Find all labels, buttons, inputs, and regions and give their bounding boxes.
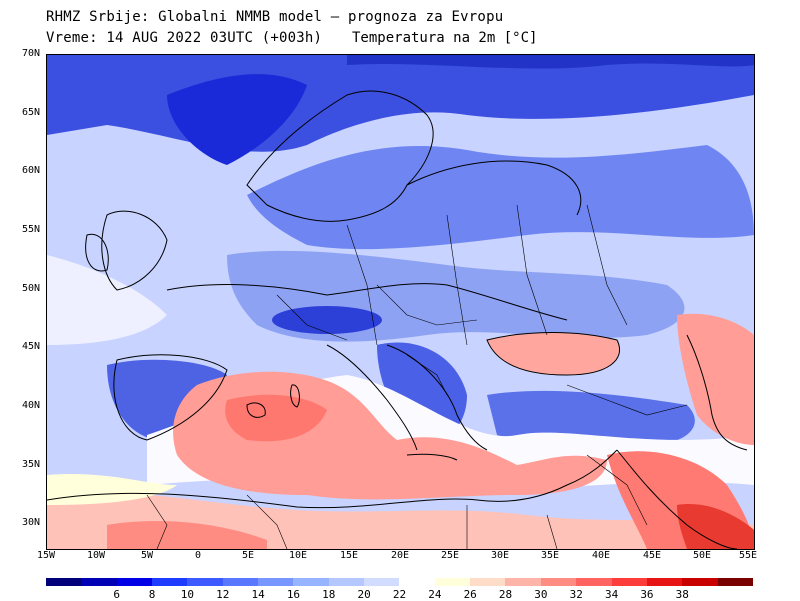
- map-title: RHMZ Srbije: Globalni NMMB model – progn…: [46, 9, 504, 25]
- lon-label-50e: 50E: [692, 550, 712, 561]
- colorbar-label: 24: [428, 588, 442, 601]
- colorbar-swatch: [682, 578, 718, 586]
- forecast-time: Vreme: 14 AUG 2022 03UTC (+003h): [46, 30, 323, 46]
- lon-label-25e: 25E: [440, 550, 460, 561]
- lon-label-15w: 15W: [36, 550, 56, 561]
- colorbar-swatch: [293, 578, 329, 586]
- colorbar-label: 26: [463, 588, 477, 601]
- colorbar-swatch: [187, 578, 223, 586]
- lat-label-65n: 65N: [21, 107, 40, 118]
- lon-label-5e: 5E: [241, 550, 255, 561]
- lon-label-55e: 55E: [738, 550, 758, 561]
- lat-label-50n: 50N: [21, 283, 40, 294]
- colorbar-swatch: [399, 578, 435, 586]
- colorbar-swatch: [540, 578, 577, 586]
- lon-label-0: 0: [194, 550, 202, 561]
- lat-label-60n: 60N: [21, 165, 40, 176]
- colorbar-label: 32: [569, 588, 583, 601]
- colorbar-label: 38: [675, 588, 689, 601]
- colorbar-swatch: [434, 578, 471, 586]
- lat-label-35n: 35N: [21, 459, 40, 470]
- lon-label-10w: 10W: [86, 550, 106, 561]
- colorbar-swatch: [717, 578, 753, 586]
- colorbar-label: 30: [534, 588, 548, 601]
- colorbar-label: 20: [357, 588, 371, 601]
- lon-label-35e: 35E: [540, 550, 560, 561]
- colorbar-label: 14: [251, 588, 265, 601]
- colorbar-swatch: [258, 578, 294, 586]
- lon-label-5w: 5W: [140, 550, 154, 561]
- colorbar-label: 22: [392, 588, 407, 601]
- colorbar-label: 18: [322, 588, 336, 601]
- lon-label-10e: 10E: [288, 550, 308, 561]
- colorbar-swatch: [470, 578, 506, 586]
- lat-label-45n: 45N: [21, 341, 40, 352]
- colorbar-label: 34: [604, 588, 619, 601]
- colorbar-swatch: [222, 578, 259, 586]
- colorbar-label: 28: [498, 588, 513, 601]
- colorbar-label: 36: [640, 588, 654, 601]
- lat-label-40n: 40N: [21, 400, 40, 411]
- lon-label-15e: 15E: [339, 550, 359, 561]
- colorbar-swatch: [611, 578, 647, 586]
- lon-label-30e: 30E: [490, 550, 510, 561]
- lon-label-45e: 45E: [642, 550, 662, 561]
- variable-title: Temperatura na 2m [°C]: [352, 30, 538, 46]
- colorbar-label: 12: [216, 588, 230, 601]
- lon-label-20e: 20E: [390, 550, 410, 561]
- temperature-field: [47, 55, 754, 549]
- colorbar-label: 6: [113, 588, 120, 601]
- colorbar-swatch: [364, 578, 400, 586]
- temperature-map: [46, 54, 755, 550]
- colorbar: [46, 578, 753, 586]
- colorbar-swatch: [46, 578, 82, 586]
- lat-label-70n: 70N: [21, 48, 40, 59]
- colorbar-swatch: [505, 578, 541, 586]
- lon-label-40e: 40E: [591, 550, 611, 561]
- colorbar-swatch: [152, 578, 188, 586]
- colorbar-swatch: [646, 578, 683, 586]
- colorbar-swatch: [576, 578, 612, 586]
- colorbar-swatch: [81, 578, 117, 586]
- colorbar-label: 16: [286, 588, 301, 601]
- colorbar-swatch: [116, 578, 153, 586]
- colorbar-label: 10: [180, 588, 195, 601]
- lat-label-55n: 55N: [21, 224, 40, 235]
- colorbar-label: 8: [148, 588, 156, 601]
- colorbar-swatch: [328, 578, 365, 586]
- lat-label-30n: 30N: [21, 517, 40, 528]
